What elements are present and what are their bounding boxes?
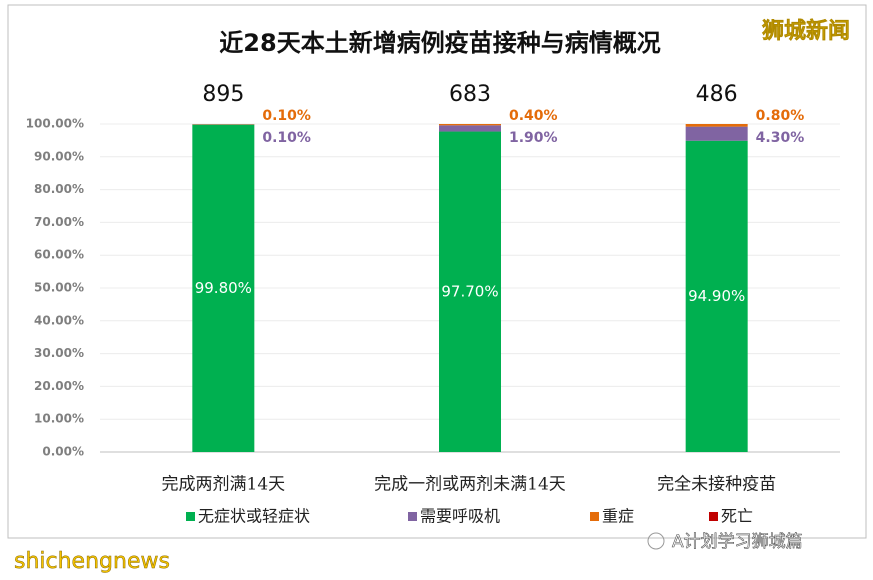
y-tick-label: 10.00% <box>34 412 84 426</box>
total-label: 486 <box>696 82 738 107</box>
legend-marker <box>186 512 195 521</box>
legend-label: 重症 <box>602 507 634 526</box>
value-label: 4.30% <box>756 130 805 146</box>
value-label: 94.90% <box>688 287 745 305</box>
y-tick-label: 20.00% <box>34 379 84 393</box>
bar-segment <box>685 126 748 141</box>
y-tick-label: 40.00% <box>34 313 84 327</box>
bar-segment <box>439 125 501 132</box>
bar-segment <box>192 124 255 452</box>
bar-segment <box>685 124 748 127</box>
y-tick-label: 60.00% <box>34 248 84 262</box>
y-tick-label: 30.00% <box>34 346 84 360</box>
y-tick-label: 80.00% <box>34 182 84 196</box>
x-tick-label: 完全未接种疫苗 <box>657 475 776 495</box>
total-label: 895 <box>202 82 244 107</box>
value-label: 0.10% <box>262 130 311 146</box>
legend-marker <box>408 512 417 521</box>
value-label: 99.80% <box>195 279 252 297</box>
y-tick-label: 50.00% <box>34 281 84 295</box>
x-tick-label: 完成一剂或两剂未满14天 <box>374 475 566 495</box>
footer-account: A计划学习狮城篇 <box>672 532 803 552</box>
y-tick-label: 100.00% <box>26 117 84 131</box>
bar-segment <box>439 131 501 452</box>
value-label: 0.10% <box>262 108 311 124</box>
legend-marker <box>590 512 599 521</box>
y-tick-label: 70.00% <box>34 215 84 229</box>
y-tick-label: 90.00% <box>34 149 84 163</box>
bar-segment <box>685 140 748 452</box>
y-tick-label: 0.00% <box>42 445 84 459</box>
chart-title: 近28天本土新增病例疫苗接种与病情概况 <box>219 29 660 57</box>
value-label: 97.70% <box>441 282 498 300</box>
total-label: 683 <box>449 82 491 107</box>
legend-label: 需要呼吸机 <box>420 507 500 526</box>
legend-label: 死亡 <box>721 507 753 526</box>
value-label: 1.90% <box>509 130 558 146</box>
value-label: 0.80% <box>756 108 805 124</box>
wechat-icon <box>647 532 665 550</box>
value-label: 0.40% <box>509 108 558 124</box>
x-tick-label: 完成两剂满14天 <box>162 475 286 495</box>
footer-watermark: shichengnews <box>14 549 170 574</box>
legend-label: 无症状或轻症状 <box>198 507 310 526</box>
watermark: 狮城新闻 <box>762 18 850 44</box>
bar-segment <box>439 124 501 126</box>
legend-marker <box>709 512 718 521</box>
